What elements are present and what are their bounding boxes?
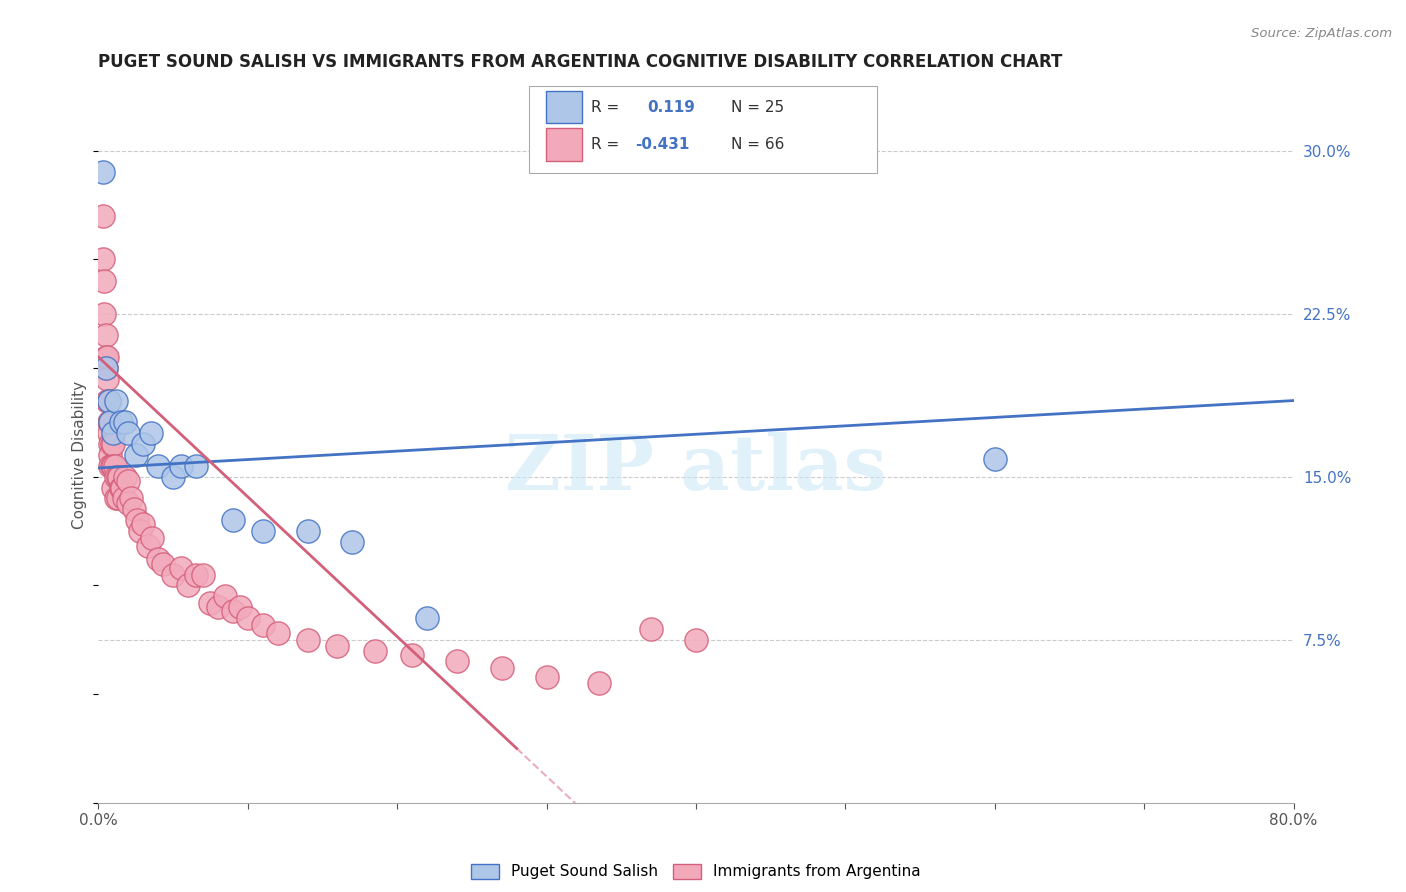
Point [162,567,184,582]
Point [108,469,131,483]
Point [91,165,114,179]
Point [94,350,117,364]
Point [110,481,132,495]
Point [984,452,1007,467]
Text: N = 25: N = 25 [731,100,785,114]
Text: ZIP atlas: ZIP atlas [505,432,887,506]
Point [148,458,170,473]
Point [94,360,117,375]
Point [222,513,245,527]
Point [136,539,159,553]
Point [297,524,319,538]
Point [104,458,127,473]
Point [105,491,128,506]
Point [169,458,191,473]
Point [297,632,319,647]
Point [96,393,118,408]
Y-axis label: Cognitive Disability: Cognitive Disability [72,381,87,529]
Point [114,469,136,483]
Point [103,481,125,495]
Point [446,655,468,669]
Point [94,360,117,375]
Point [124,502,146,516]
Point [107,491,129,506]
Point [101,458,124,473]
Point [117,426,139,441]
Point [97,415,120,429]
Point [117,496,139,510]
Legend: Puget Sound Salish, Immigrants from Argentina: Puget Sound Salish, Immigrants from Arge… [465,858,927,886]
Point [177,578,200,592]
Point [169,561,191,575]
Point [125,448,148,462]
Point [184,567,207,582]
Point [103,426,125,441]
Point [342,535,364,549]
Point [162,469,184,483]
Point [491,661,513,675]
Point [105,469,128,483]
Point [127,513,149,527]
Point [93,274,115,288]
Point [229,600,252,615]
Point [100,458,122,473]
Point [94,328,117,343]
Point [112,491,135,506]
Point [97,393,120,408]
Point [120,491,142,506]
Point [114,415,136,429]
Point [214,589,236,603]
Point [640,622,662,636]
Point [141,531,163,545]
Point [100,437,122,451]
Point [252,524,274,538]
Point [588,676,610,690]
Point [152,557,174,571]
Point [96,372,118,386]
Point [100,415,122,429]
Point [416,611,439,625]
Text: R =: R = [591,100,624,114]
Point [132,437,155,451]
Point [105,393,128,408]
Point [252,617,274,632]
Point [91,252,114,267]
Point [139,426,162,441]
Point [101,437,124,451]
Text: -0.431: -0.431 [636,137,690,152]
Text: Source: ZipAtlas.com: Source: ZipAtlas.com [1251,27,1392,40]
Point [129,524,152,538]
Text: PUGET SOUND SALISH VS IMMIGRANTS FROM ARGENTINA COGNITIVE DISABILITY CORRELATION: PUGET SOUND SALISH VS IMMIGRANTS FROM AR… [98,54,1063,71]
Point [132,517,155,532]
Text: R =: R = [591,137,624,152]
Point [536,670,558,684]
Text: 0.119: 0.119 [647,100,695,114]
Point [103,437,125,451]
Point [107,469,129,483]
Point [401,648,423,662]
Point [110,415,132,429]
Point [685,632,707,647]
Point [222,605,245,619]
Point [100,448,122,462]
Point [267,626,290,640]
Point [191,567,214,582]
Point [103,458,125,473]
Point [236,611,259,625]
Point [364,643,387,657]
Point [326,639,349,653]
Point [148,552,170,566]
Point [207,600,229,615]
Point [111,481,134,495]
Point [96,350,118,364]
Point [97,426,120,441]
Text: N = 66: N = 66 [731,137,785,152]
Point [91,209,114,223]
Point [184,458,207,473]
Point [100,415,122,429]
Point [97,393,120,408]
Point [200,596,222,610]
Point [117,474,139,488]
Point [93,307,115,321]
